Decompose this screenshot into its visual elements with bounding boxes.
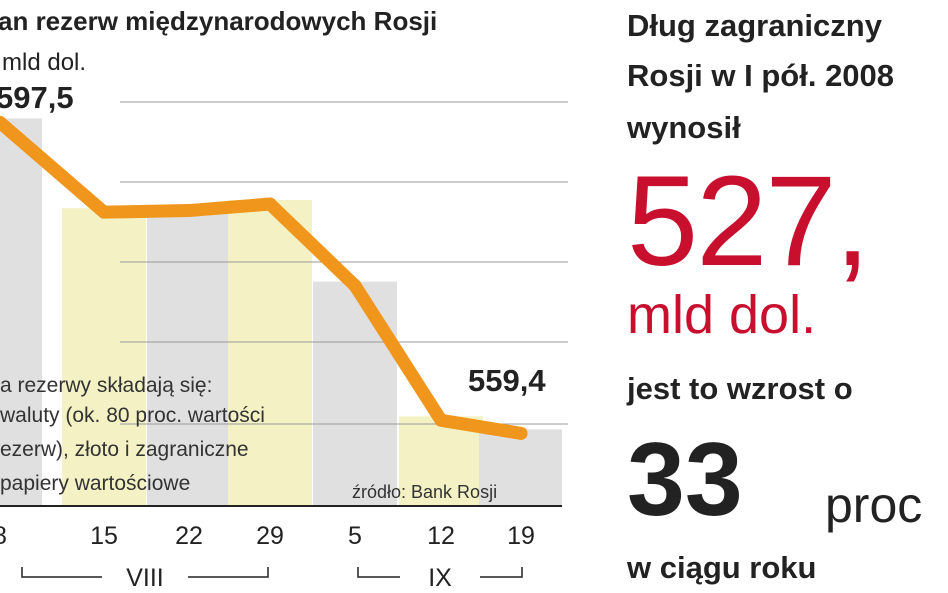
- month-bracket-viii: [21, 567, 102, 578]
- data-point: [434, 413, 448, 427]
- x-tick-label: 22: [175, 522, 203, 550]
- week-column: [228, 200, 312, 506]
- note-line-1: a rezerwy składają się:: [0, 374, 212, 397]
- last-value-label: 559,4: [468, 363, 546, 398]
- x-tick-label: 8: [0, 522, 7, 550]
- month-bracket-ix: [357, 567, 400, 578]
- source-label: źródło: Bank Rosji: [352, 482, 497, 502]
- debt-panel: Dług zagraniczny Rosji w I pół. 2008 wyn…: [627, 0, 948, 593]
- week-columns: [0, 118, 562, 506]
- x-tick-label: 29: [256, 522, 284, 550]
- debt-unit: mld dol.: [627, 285, 817, 345]
- series-group: [0, 115, 528, 440]
- debt-heading-line-3: wynosił: [627, 110, 741, 145]
- unit-label: mld dol.: [2, 49, 86, 76]
- debt-heading-line-2: Rosji w I pół. 2008: [627, 58, 895, 93]
- week-column: [0, 118, 42, 506]
- gridlines: [120, 101, 568, 425]
- data-point: [263, 197, 277, 211]
- month-brackets: [21, 567, 523, 578]
- data-point: [182, 204, 196, 218]
- data-point: [514, 426, 528, 440]
- debt-heading-line-1: Dług zagraniczny: [627, 8, 882, 43]
- growth-value: 33: [627, 422, 743, 538]
- x-tick-labels: 8 15 22 29 5 12 19: [0, 522, 535, 550]
- month-bracket-ix-right: [480, 567, 523, 578]
- note-line-2: waluty (ok. 80 proc. wartości: [0, 404, 265, 427]
- reserves-chart: an rezerw międzynarodowych Rosji mld dol…: [0, 6, 568, 592]
- month-label-ix: IX: [428, 564, 452, 592]
- first-value-label: 597,5: [0, 80, 74, 115]
- chart-title: an rezerw międzynarodowych Rosji: [0, 6, 437, 36]
- x-tick-label: 19: [507, 522, 535, 550]
- data-point: [0, 115, 7, 129]
- data-point: [97, 205, 111, 219]
- month-bracket-viii-right: [188, 567, 269, 578]
- data-point: [348, 279, 362, 293]
- x-tick-label: 15: [90, 522, 118, 550]
- growth-label: jest to wzrost o: [627, 371, 853, 406]
- week-column: [313, 281, 397, 506]
- note-text: a rezerwy składają się: waluty (ok. 80 p…: [0, 374, 265, 495]
- x-tick-label: 12: [427, 522, 455, 550]
- week-column: [62, 208, 146, 506]
- week-column: [147, 206, 231, 506]
- note-line-3: ezerw), złoto i zagraniczne: [0, 438, 249, 461]
- debt-value: 527,: [627, 150, 870, 293]
- growth-unit: proc: [825, 477, 923, 533]
- month-label-viii: VIII: [126, 564, 164, 592]
- x-tick-label: 5: [348, 522, 362, 550]
- note-line-4: papiery wartościowe: [0, 472, 190, 495]
- growth-period: w ciągu roku: [627, 550, 817, 585]
- week-column: [479, 429, 562, 506]
